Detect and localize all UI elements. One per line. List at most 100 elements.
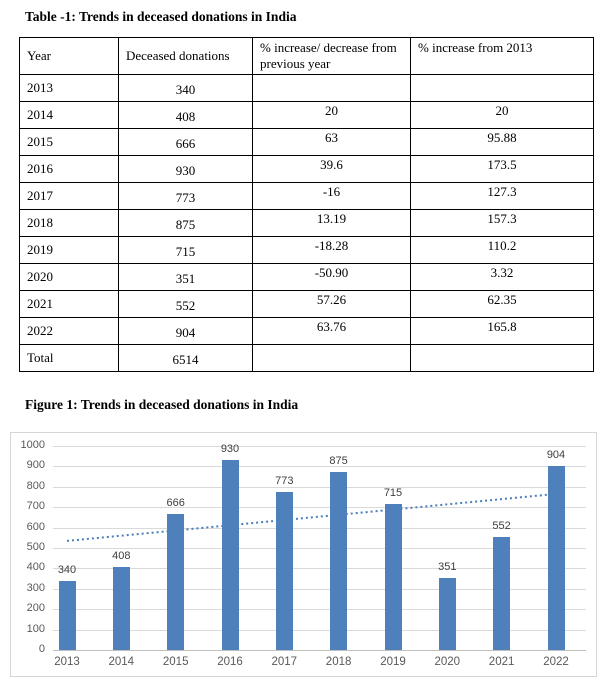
table-cell: 2016 (19, 155, 119, 183)
table-cell: 110.2 (410, 236, 594, 264)
trendline (66, 492, 557, 542)
data-label: 715 (383, 487, 403, 500)
table-cell: 2022 (19, 317, 119, 345)
table-cell: -18.28 (252, 236, 411, 264)
table-row: 2017 773 -16 127.3 (19, 182, 594, 210)
x-axis-tick-label: 2019 (380, 656, 406, 668)
table-cell: 62.35 (410, 290, 594, 318)
bar-2014 (112, 566, 130, 650)
x-axis-tick-label: 2015 (162, 656, 189, 668)
y-axis-tick-label: 0 (38, 643, 45, 655)
x-axis-tick-label: 2018 (325, 656, 352, 668)
table-cell: 2014 (19, 101, 119, 129)
table-cell: 930 (118, 155, 253, 183)
table-row: 2020 351 -50.90 3.32 (19, 263, 594, 291)
y-axis-tick-label: 400 (26, 561, 45, 574)
table-cell: 3.32 (410, 263, 594, 291)
table-cell (252, 74, 411, 102)
table-cell: 2013 (19, 74, 119, 102)
y-axis-tick-label: 500 (26, 541, 45, 553)
data-label: 904 (546, 448, 566, 461)
table-cell: 127.3 (410, 182, 594, 210)
table-cell: 340 (118, 74, 253, 102)
data-label: 875 (329, 454, 348, 467)
table-body: 2013 340 2014 408 20 20 2015 666 63 95.88 2016 930 3… (19, 74, 594, 372)
x-axis-tick-label: 2021 (488, 656, 515, 668)
column-header: Year (19, 37, 119, 75)
table-cell: 63 (252, 128, 411, 156)
y-axis-tick-label: 300 (26, 581, 45, 594)
table-cell: 6514 (118, 344, 253, 372)
bar-2020 (438, 578, 456, 650)
bar-2022 (547, 465, 565, 650)
table-cell: 173.5 (410, 155, 594, 183)
table-cell: 2017 (19, 182, 119, 210)
table-row: 2019 715 -18.28 110.2 (19, 236, 594, 264)
data-label: 666 (166, 497, 185, 510)
y-axis-tick-label: 1000 (20, 439, 45, 451)
table-row: Total 6514 (19, 344, 594, 372)
table-row: 2021 552 57.26 62.35 (19, 290, 594, 318)
table-cell: 666 (118, 128, 253, 156)
y-axis-tick-label: 600 (26, 520, 45, 533)
gridline (53, 650, 586, 651)
table-row: 2015 666 63 95.88 (19, 128, 594, 156)
gridline (53, 486, 586, 488)
table-cell: Total (19, 344, 119, 372)
table-cell: 2018 (19, 209, 119, 237)
table-cell: 63.76 (252, 317, 411, 345)
bar-2019 (384, 504, 402, 650)
data-label: 408 (112, 549, 131, 562)
gridline (53, 466, 586, 468)
table-cell: 2019 (19, 236, 119, 264)
table-cell: -16 (252, 182, 411, 210)
gridline (53, 446, 586, 447)
table-cell: 2021 (19, 290, 119, 318)
data-label: 340 (57, 563, 77, 576)
bar-2018 (330, 471, 348, 650)
gridline (53, 568, 586, 570)
table-cell (410, 74, 594, 102)
x-axis-tick-label: 2016 (217, 656, 243, 668)
data-label: 773 (275, 475, 294, 488)
bar-2013 (58, 580, 76, 650)
x-axis-tick-label: 2017 (271, 656, 298, 668)
table-header-row: Year Deceased donations% increase/ decrea… (19, 37, 594, 75)
column-header: Deceased donations (118, 37, 253, 75)
figure-title: Figure 1: Trends in deceased donations i… (25, 397, 299, 412)
table-cell: 875 (118, 209, 253, 237)
table-cell: 57.26 (252, 290, 411, 318)
table-cell: 165.8 (410, 317, 594, 345)
bar-2017 (275, 492, 293, 650)
table-row: 2018 875 13.19 157.3 (19, 209, 594, 237)
table-cell (410, 344, 594, 372)
data-label: 351 (438, 561, 457, 574)
table-cell: 13.19 (252, 209, 411, 237)
gridline (53, 629, 586, 631)
data-label: 552 (492, 520, 511, 533)
table-cell: 39.6 (252, 155, 411, 183)
donations-bar-chart: 0 100 200 300 400 500 600 700 800 900 1000 340 2013 4… (10, 432, 597, 677)
bar-2016 (221, 460, 239, 650)
y-axis-tick-label: 700 (26, 500, 45, 513)
y-axis-tick-label: 100 (26, 622, 45, 635)
gridline (53, 527, 586, 529)
bar-2021 (493, 537, 511, 650)
table-cell: 773 (118, 182, 253, 210)
gridline (53, 548, 586, 549)
table-cell: 351 (118, 263, 253, 291)
column-header: % increase from 2013 (410, 37, 594, 75)
y-axis-tick-label: 200 (26, 602, 45, 615)
table-cell: 408 (118, 101, 253, 129)
table-cell: 157.3 (410, 209, 594, 237)
table-cell: 20 (410, 101, 594, 129)
table-cell: 715 (118, 236, 253, 264)
x-axis-tick-label: 2013 (54, 656, 80, 668)
data-label: 930 (220, 443, 240, 456)
table-cell: 552 (118, 290, 253, 318)
table-cell: 2020 (19, 263, 119, 291)
donations-table: Year Deceased donations% increase/ decrea… (19, 37, 594, 372)
table-row: 2014 408 20 20 (19, 101, 594, 129)
x-axis-tick-label: 2014 (108, 656, 135, 668)
